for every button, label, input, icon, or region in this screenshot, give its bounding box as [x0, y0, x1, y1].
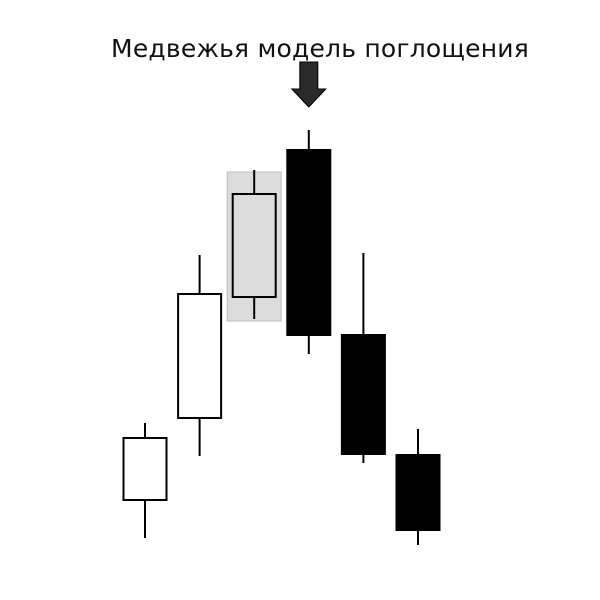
candle-4: [286, 130, 332, 354]
candle-2: [177, 255, 223, 456]
bullish-candle-body: [231, 193, 277, 298]
chart-title: Медвежья модель поглощения: [111, 34, 529, 63]
candle-1: [122, 423, 168, 538]
bullish-candle-body: [177, 293, 223, 419]
bearish-candle-body: [340, 334, 386, 455]
bullish-candle-body: [122, 437, 168, 501]
candles-group: [122, 130, 441, 545]
candle-5: [340, 253, 386, 463]
candle-3: [226, 170, 282, 322]
bearish-candle-body: [395, 454, 441, 531]
arrow-down-icon: [290, 61, 327, 108]
candle-6: [395, 429, 441, 545]
signal-marker-group: [290, 61, 327, 108]
bearish-candle-body: [286, 149, 332, 336]
